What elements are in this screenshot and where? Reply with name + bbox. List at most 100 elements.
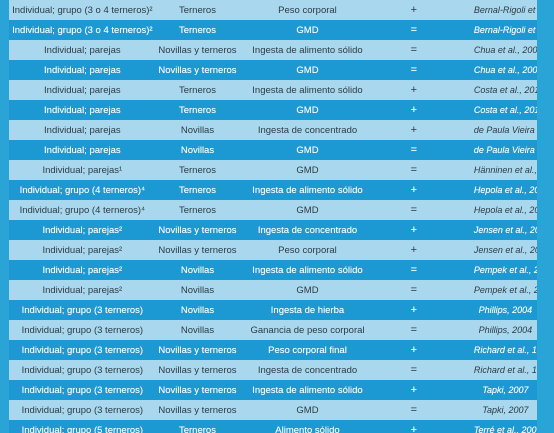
animal-type-cell: Terneros: [178, 4, 216, 16]
housing-cell: Individual; grupo (3 o 4 terneros)²: [12, 4, 153, 16]
table-row: Individual; grupo (5 terneros) Terneros Al…: [9, 420, 537, 433]
effect-cell: +: [410, 104, 418, 116]
reference-cell: Richard et al., 1988: [473, 345, 537, 355]
parameter-cell: Ingesta de concentrado: [257, 364, 358, 376]
housing-cell: Individual; grupo (3 terneros): [21, 384, 144, 396]
reference-cell: Hänninen et al., 2005: [473, 165, 537, 175]
housing-cell: Individual; parejas²: [42, 264, 123, 276]
parameter-cell: GMD: [296, 284, 319, 296]
effect-cell: +: [410, 4, 418, 16]
animal-type-cell: Terneros: [178, 104, 216, 116]
effect-cell: +: [410, 304, 418, 316]
animal-type-cell: Novillas y terneros: [158, 224, 237, 236]
housing-cell: Individual; parejas¹: [42, 164, 123, 176]
housing-cell: Individual; grupo (5 terneros): [21, 424, 144, 433]
table-row: Individual; parejas² Novillas Ingesta de a…: [9, 260, 537, 280]
effect-cell: =: [410, 44, 418, 56]
reference-cell: Bernal-Rigoli et al., 2012: [473, 25, 537, 35]
table-row: Individual; parejas² Novillas GMD = Pempek e…: [9, 280, 537, 300]
reference-cell: Pempek et al., 2013: [473, 265, 537, 275]
parameter-cell: GMD: [296, 204, 319, 216]
reference-cell: Phillips, 2004: [478, 325, 533, 335]
table-row: Individual; grupo (3 o 4 terneros)² Terne…: [9, 20, 537, 40]
reference-cell: Hepola et al., 2006: [473, 205, 537, 215]
results-table: Individual; grupo (3 o 4 terneros)² Terne…: [9, 0, 537, 433]
animal-type-cell: Novillas: [180, 324, 215, 336]
animal-type-cell: Terneros: [178, 204, 216, 216]
effect-cell: =: [410, 24, 418, 36]
housing-cell: Individual; parejas: [44, 124, 121, 136]
effect-cell: +: [410, 124, 418, 136]
parameter-cell: GMD: [296, 404, 319, 416]
animal-type-cell: Novillas: [180, 284, 215, 296]
table-row: Individual; parejas Novillas y terneros GM…: [9, 60, 537, 80]
effect-cell: =: [410, 264, 418, 276]
effect-cell: +: [410, 184, 418, 196]
reference-cell: Costa et al., 2015a: [473, 105, 537, 115]
housing-cell: Individual; parejas: [44, 44, 121, 56]
table-row: Individual; parejas Novillas y terneros In…: [9, 40, 537, 60]
parameter-cell: GMD: [296, 104, 319, 116]
housing-cell: Individual; grupo (4 terneros)⁴: [19, 184, 146, 196]
housing-cell: Individual; grupo (3 terneros): [21, 364, 144, 376]
housing-cell: Individual; parejas²: [42, 224, 123, 236]
parameter-cell: Ingesta de hierba: [270, 304, 345, 316]
parameter-cell: Ingesta de alimento sólido: [252, 384, 363, 396]
effect-cell: =: [410, 144, 418, 156]
effect-cell: =: [410, 404, 418, 416]
table-row: Individual; grupo (3 terneros) Novillas In…: [9, 300, 537, 320]
effect-cell: +: [410, 84, 418, 96]
animal-type-cell: Novillas: [180, 264, 215, 276]
table-row: Individual; grupo (3 terneros) Novillas Ga…: [9, 320, 537, 340]
parameter-cell: Peso corporal final: [268, 344, 347, 356]
effect-cell: =: [410, 324, 418, 336]
animal-type-cell: Terneros: [178, 184, 216, 196]
housing-cell: Individual; parejas: [44, 144, 121, 156]
reference-cell: Richard et al., 1988: [473, 365, 537, 375]
housing-cell: Individual; grupo (3 terneros): [21, 404, 144, 416]
effect-cell: =: [410, 364, 418, 376]
effect-cell: +: [410, 224, 418, 236]
parameter-cell: Ingesta de concentrado: [257, 124, 358, 136]
animal-type-cell: Terneros: [178, 164, 216, 176]
parameter-cell: GMD: [296, 64, 319, 76]
reference-cell: Chua et al., 2002: [473, 45, 537, 55]
housing-cell: Individual; grupo (3 terneros): [21, 344, 144, 356]
reference-cell: Tapki, 2007: [482, 405, 529, 415]
animal-type-cell: Novillas y terneros: [158, 44, 237, 56]
parameter-cell: GMD: [296, 164, 319, 176]
parameter-cell: Ganancia de peso corporal: [250, 324, 365, 336]
effect-cell: =: [410, 164, 418, 176]
parameter-cell: GMD: [296, 24, 319, 36]
reference-cell: Tapki, 2007: [482, 385, 529, 395]
animal-type-cell: Novillas y terneros: [158, 404, 237, 416]
parameter-cell: Ingesta de concentrado: [257, 224, 358, 236]
table-row: Individual; grupo (3 terneros) Novillas y…: [9, 400, 537, 420]
table-row: Individual; parejas Terneros Ingesta de al…: [9, 80, 537, 100]
reference-cell: Hepola et al., 2006: [473, 185, 537, 195]
housing-cell: Individual; parejas: [44, 64, 121, 76]
effect-cell: =: [410, 284, 418, 296]
reference-cell: Terré et al., 2006: [473, 425, 537, 433]
parameter-cell: Peso corporal: [278, 4, 337, 16]
table-row: Individual; parejas² Novillas y terneros I…: [9, 220, 537, 240]
animal-type-cell: Novillas y terneros: [158, 64, 237, 76]
table-row: Individual; grupo (4 terneros)⁴ Terneros G…: [9, 200, 537, 220]
effect-cell: =: [410, 204, 418, 216]
reference-cell: Bernal-Rigoli et al., 2012: [473, 5, 537, 15]
effect-cell: +: [410, 244, 418, 256]
effect-cell: +: [410, 424, 418, 433]
table-row: Individual; grupo (3 terneros) Novillas y…: [9, 360, 537, 380]
reference-cell: Phillips, 2004: [478, 305, 533, 315]
reference-cell: de Paula Vieira et al., 2010: [473, 145, 537, 155]
housing-cell: Individual; grupo (4 terneros)⁴: [19, 204, 146, 216]
parameter-cell: Ingesta de alimento sólido: [252, 84, 363, 96]
effect-cell: +: [410, 344, 418, 356]
animal-type-cell: Novillas y terneros: [158, 344, 237, 356]
animal-type-cell: Novillas y terneros: [158, 364, 237, 376]
housing-cell: Individual; grupo (3 terneros): [21, 304, 144, 316]
housing-cell: Individual; parejas²: [42, 284, 123, 296]
reference-cell: Pempek et al., 2013: [473, 285, 537, 295]
effect-cell: +: [410, 384, 418, 396]
table-row: Individual; parejas¹ Terneros GMD = Hänninen…: [9, 160, 537, 180]
